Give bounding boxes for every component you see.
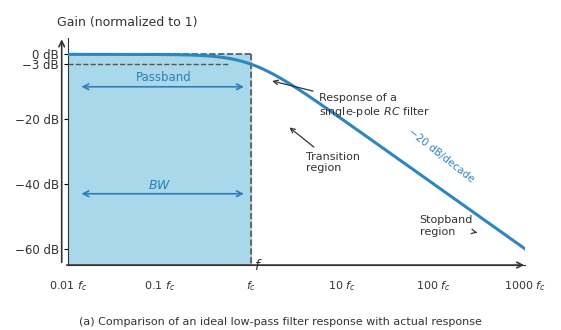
Text: (a) Comparison of an ideal low-pass filter response with actual response: (a) Comparison of an ideal low-pass filt… — [79, 317, 482, 327]
Text: 100 $f_c$: 100 $f_c$ — [416, 280, 451, 293]
Text: 10 $f_c$: 10 $f_c$ — [328, 280, 356, 293]
Text: Stopband
region: Stopband region — [420, 215, 476, 237]
Text: −20 dB/decade: −20 dB/decade — [406, 127, 476, 184]
Text: Gain (normalized to 1): Gain (normalized to 1) — [57, 16, 198, 29]
Text: Passband: Passband — [135, 71, 191, 83]
Text: 0.01 $f_c$: 0.01 $f_c$ — [49, 280, 88, 293]
Text: $f$: $f$ — [254, 258, 262, 273]
Text: 0.1 $f_c$: 0.1 $f_c$ — [144, 280, 175, 293]
Text: Transition
region: Transition region — [291, 128, 360, 173]
Text: $f_c$: $f_c$ — [246, 280, 256, 293]
Text: $BW$: $BW$ — [148, 179, 171, 192]
Text: Response of a
single-pole $RC$ filter: Response of a single-pole $RC$ filter — [274, 80, 430, 119]
Text: 1000 $f_c$: 1000 $f_c$ — [504, 280, 546, 293]
